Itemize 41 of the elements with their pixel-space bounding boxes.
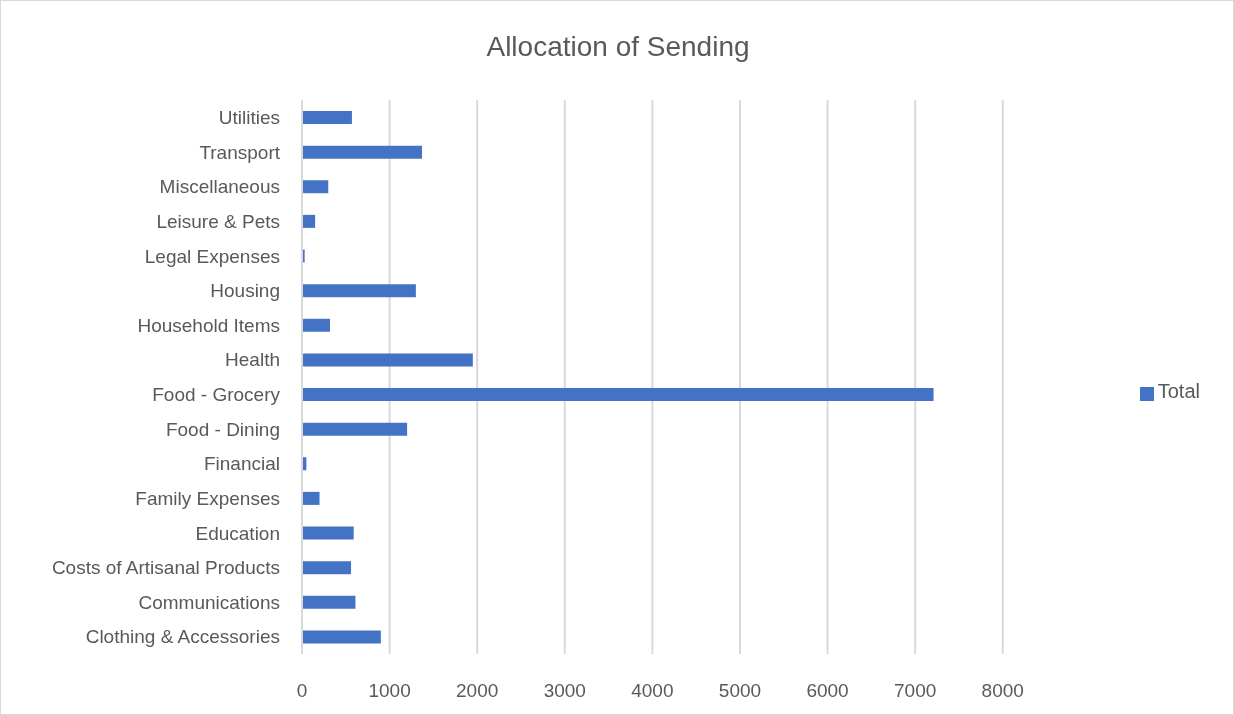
- x-tick-label: 2000: [456, 680, 499, 702]
- x-tick-label: 4000: [631, 680, 674, 702]
- x-tick-label: 8000: [981, 680, 1024, 702]
- x-tick-label: 6000: [806, 680, 849, 702]
- x-tick-label: 3000: [543, 680, 586, 702]
- y-tick-label: Legal Expenses: [144, 245, 280, 267]
- y-tick-label: Housing: [210, 280, 280, 302]
- bar: [302, 422, 408, 436]
- x-tick-label: 0: [296, 680, 308, 702]
- y-tick-label: Clothing & Accessories: [85, 626, 280, 648]
- bar: [302, 111, 352, 124]
- y-tick-label: Communications: [138, 591, 280, 613]
- y-tick-label: Health: [225, 349, 280, 371]
- legend-label: Total: [1157, 380, 1200, 402]
- bar: [302, 180, 329, 194]
- y-tick-label: Education: [195, 522, 280, 544]
- y-tick-label: Utilities: [218, 107, 280, 129]
- y-tick-label: Financial: [203, 453, 280, 475]
- bar: [302, 318, 331, 332]
- bar: [302, 284, 416, 298]
- bar: [302, 145, 422, 159]
- bar: [302, 526, 354, 540]
- y-tick-label: Costs of Artisanal Products: [51, 557, 280, 579]
- bar: [302, 561, 352, 575]
- bar: [302, 388, 934, 401]
- bar: [302, 630, 381, 644]
- y-tick-label: Family Expenses: [135, 487, 280, 509]
- bar: [302, 491, 320, 505]
- chart-title: Allocation of Sending: [485, 30, 751, 64]
- y-tick-label: Transport: [199, 141, 281, 163]
- y-tick-label: Food - Grocery: [152, 384, 281, 406]
- x-tick-label: 7000: [894, 680, 937, 702]
- y-tick-label: Miscellaneous: [159, 176, 280, 198]
- y-tick-label: Household Items: [137, 314, 280, 336]
- x-tick-label: 5000: [718, 680, 762, 702]
- y-tick-label: Food - Dining: [165, 418, 280, 440]
- y-tick-label: Leisure & Pets: [156, 210, 280, 232]
- bar: [302, 353, 473, 367]
- bar: [302, 214, 316, 228]
- x-tick-label: 1000: [368, 680, 411, 702]
- bar: [302, 595, 356, 609]
